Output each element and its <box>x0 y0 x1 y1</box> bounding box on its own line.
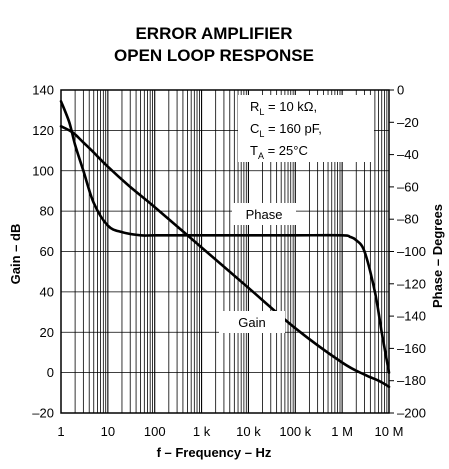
tick-labels: 1 10 100 1 k 10 k 100 k 1 M 10 M 140 120 100 80 60 40… <box>32 83 426 440</box>
y-left-tick-label: 0 <box>47 365 54 380</box>
x-tick-label: 10 <box>101 424 115 439</box>
y-right-tick-label: –160 <box>397 341 426 356</box>
grid <box>61 90 389 413</box>
chart-title-line-1: ERROR AMPLIFIER <box>135 24 292 43</box>
y-left-tick-label: –20 <box>32 406 54 421</box>
x-tick-label: 1 <box>57 424 64 439</box>
y-right-tick-label: –60 <box>397 179 419 194</box>
phase-series-label: Phase <box>246 207 283 222</box>
y-right-tick-label: –80 <box>397 212 419 227</box>
x-axis-label: f – Frequency – Hz <box>157 445 272 460</box>
y-right-tick-label: –180 <box>397 373 426 388</box>
y-right-tick-label: –120 <box>397 276 426 291</box>
x-tick-label: 100 k <box>279 424 311 439</box>
phase-series-line <box>59 100 391 374</box>
x-tick-label: 10 M <box>375 424 404 439</box>
x-tick-label: 1 M <box>331 424 353 439</box>
condition-text: TA = 25°C <box>250 143 308 161</box>
conditions-box: RL = 10 kΩ, CL = 160 pF, TA = 25°C <box>238 95 374 162</box>
conditions-background <box>238 95 374 162</box>
gain-label-background <box>219 311 285 333</box>
y-right-tick-label: –100 <box>397 244 426 259</box>
condition-text: CL = 160 pF, <box>250 121 322 139</box>
y-left-tick-label: 60 <box>40 244 54 259</box>
y-left-tick-label: 100 <box>32 163 54 178</box>
y-left-tick-label: 120 <box>32 123 54 138</box>
y-left-tick-label: 140 <box>32 83 54 98</box>
y-left-tick-label: 40 <box>40 284 54 299</box>
x-tick-label: 100 <box>144 424 166 439</box>
y-right-tick-label: –40 <box>397 147 419 162</box>
condition-text: RL = 10 kΩ, <box>250 99 317 117</box>
y-right-axis-label: Phase – Degrees <box>430 204 445 308</box>
y-right-tick-label: 0 <box>397 83 404 98</box>
series-labels: Phase Gain <box>219 203 296 333</box>
gain-series-label: Gain <box>238 315 265 330</box>
y-left-axis-label: Gain – dB <box>8 224 23 285</box>
y-right-tick-label: –20 <box>397 115 419 130</box>
phase-label-background <box>232 203 296 225</box>
series-group <box>59 100 391 389</box>
y-right-tick-label: –200 <box>397 406 426 421</box>
x-tick-label: 1 k <box>193 424 211 439</box>
y-left-tick-label: 80 <box>40 204 54 219</box>
chart-title-line-2: OPEN LOOP RESPONSE <box>114 46 314 65</box>
y-right-tick-label: –140 <box>397 309 426 324</box>
gain-series-line <box>59 125 391 389</box>
x-tick-label: 10 k <box>236 424 261 439</box>
y-left-tick-label: 20 <box>40 325 54 340</box>
